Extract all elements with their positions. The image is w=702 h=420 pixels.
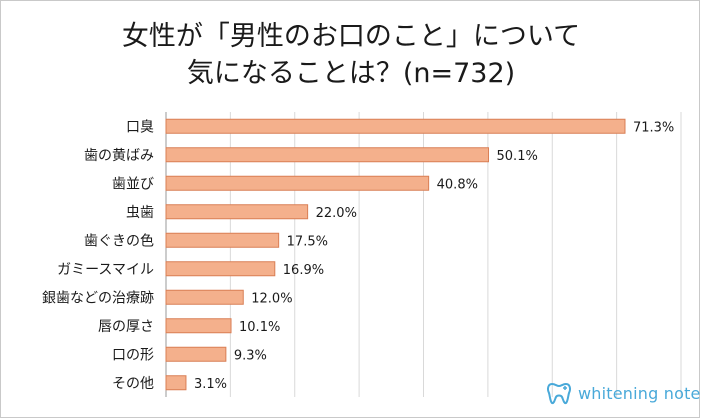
data-label: 17.5% <box>287 234 328 249</box>
chart-title-line-2: 気になることは？(n=732) <box>186 58 516 89</box>
bar <box>165 147 490 163</box>
chart-title: 女性が「男性のお口のこと」について 気になることは？(n=732) <box>0 18 702 92</box>
category-label: 口臭 <box>126 119 154 135</box>
data-label: 10.1% <box>239 320 280 335</box>
chart-title-line-1: 女性が「男性のお口のこと」について <box>121 21 581 52</box>
category-label: 歯ぐきの色 <box>84 232 154 249</box>
bar <box>165 375 187 391</box>
data-label: 3.1% <box>194 377 227 392</box>
data-label: 40.8% <box>437 177 478 192</box>
data-label: 9.3% <box>234 348 267 363</box>
bar <box>165 346 227 362</box>
category-label: 唇の厚さ <box>98 319 154 335</box>
data-label: 50.1% <box>497 149 538 164</box>
bar <box>165 232 280 248</box>
brand-logo: whitening note <box>546 380 701 406</box>
tooth-icon <box>547 382 571 405</box>
category-label: 歯の黄ばみ <box>84 147 154 164</box>
bar <box>165 118 626 134</box>
data-label: 16.9% <box>283 263 324 278</box>
brand-name: whitening note <box>578 383 701 403</box>
bar <box>165 261 276 277</box>
data-label: 22.0% <box>316 206 357 221</box>
category-label: 虫歯 <box>126 205 154 221</box>
bar <box>165 204 309 220</box>
bar <box>165 175 430 191</box>
bar <box>165 318 232 334</box>
category-label: ガミースマイル <box>57 262 154 278</box>
category-label: その他 <box>112 376 154 392</box>
data-label: 71.3% <box>633 120 674 135</box>
bar <box>165 289 244 305</box>
data-label: 12.0% <box>251 291 292 306</box>
category-label: 銀歯などの治療跡 <box>42 289 154 306</box>
category-label: 口の形 <box>112 347 154 363</box>
category-label: 歯並び <box>112 176 154 192</box>
